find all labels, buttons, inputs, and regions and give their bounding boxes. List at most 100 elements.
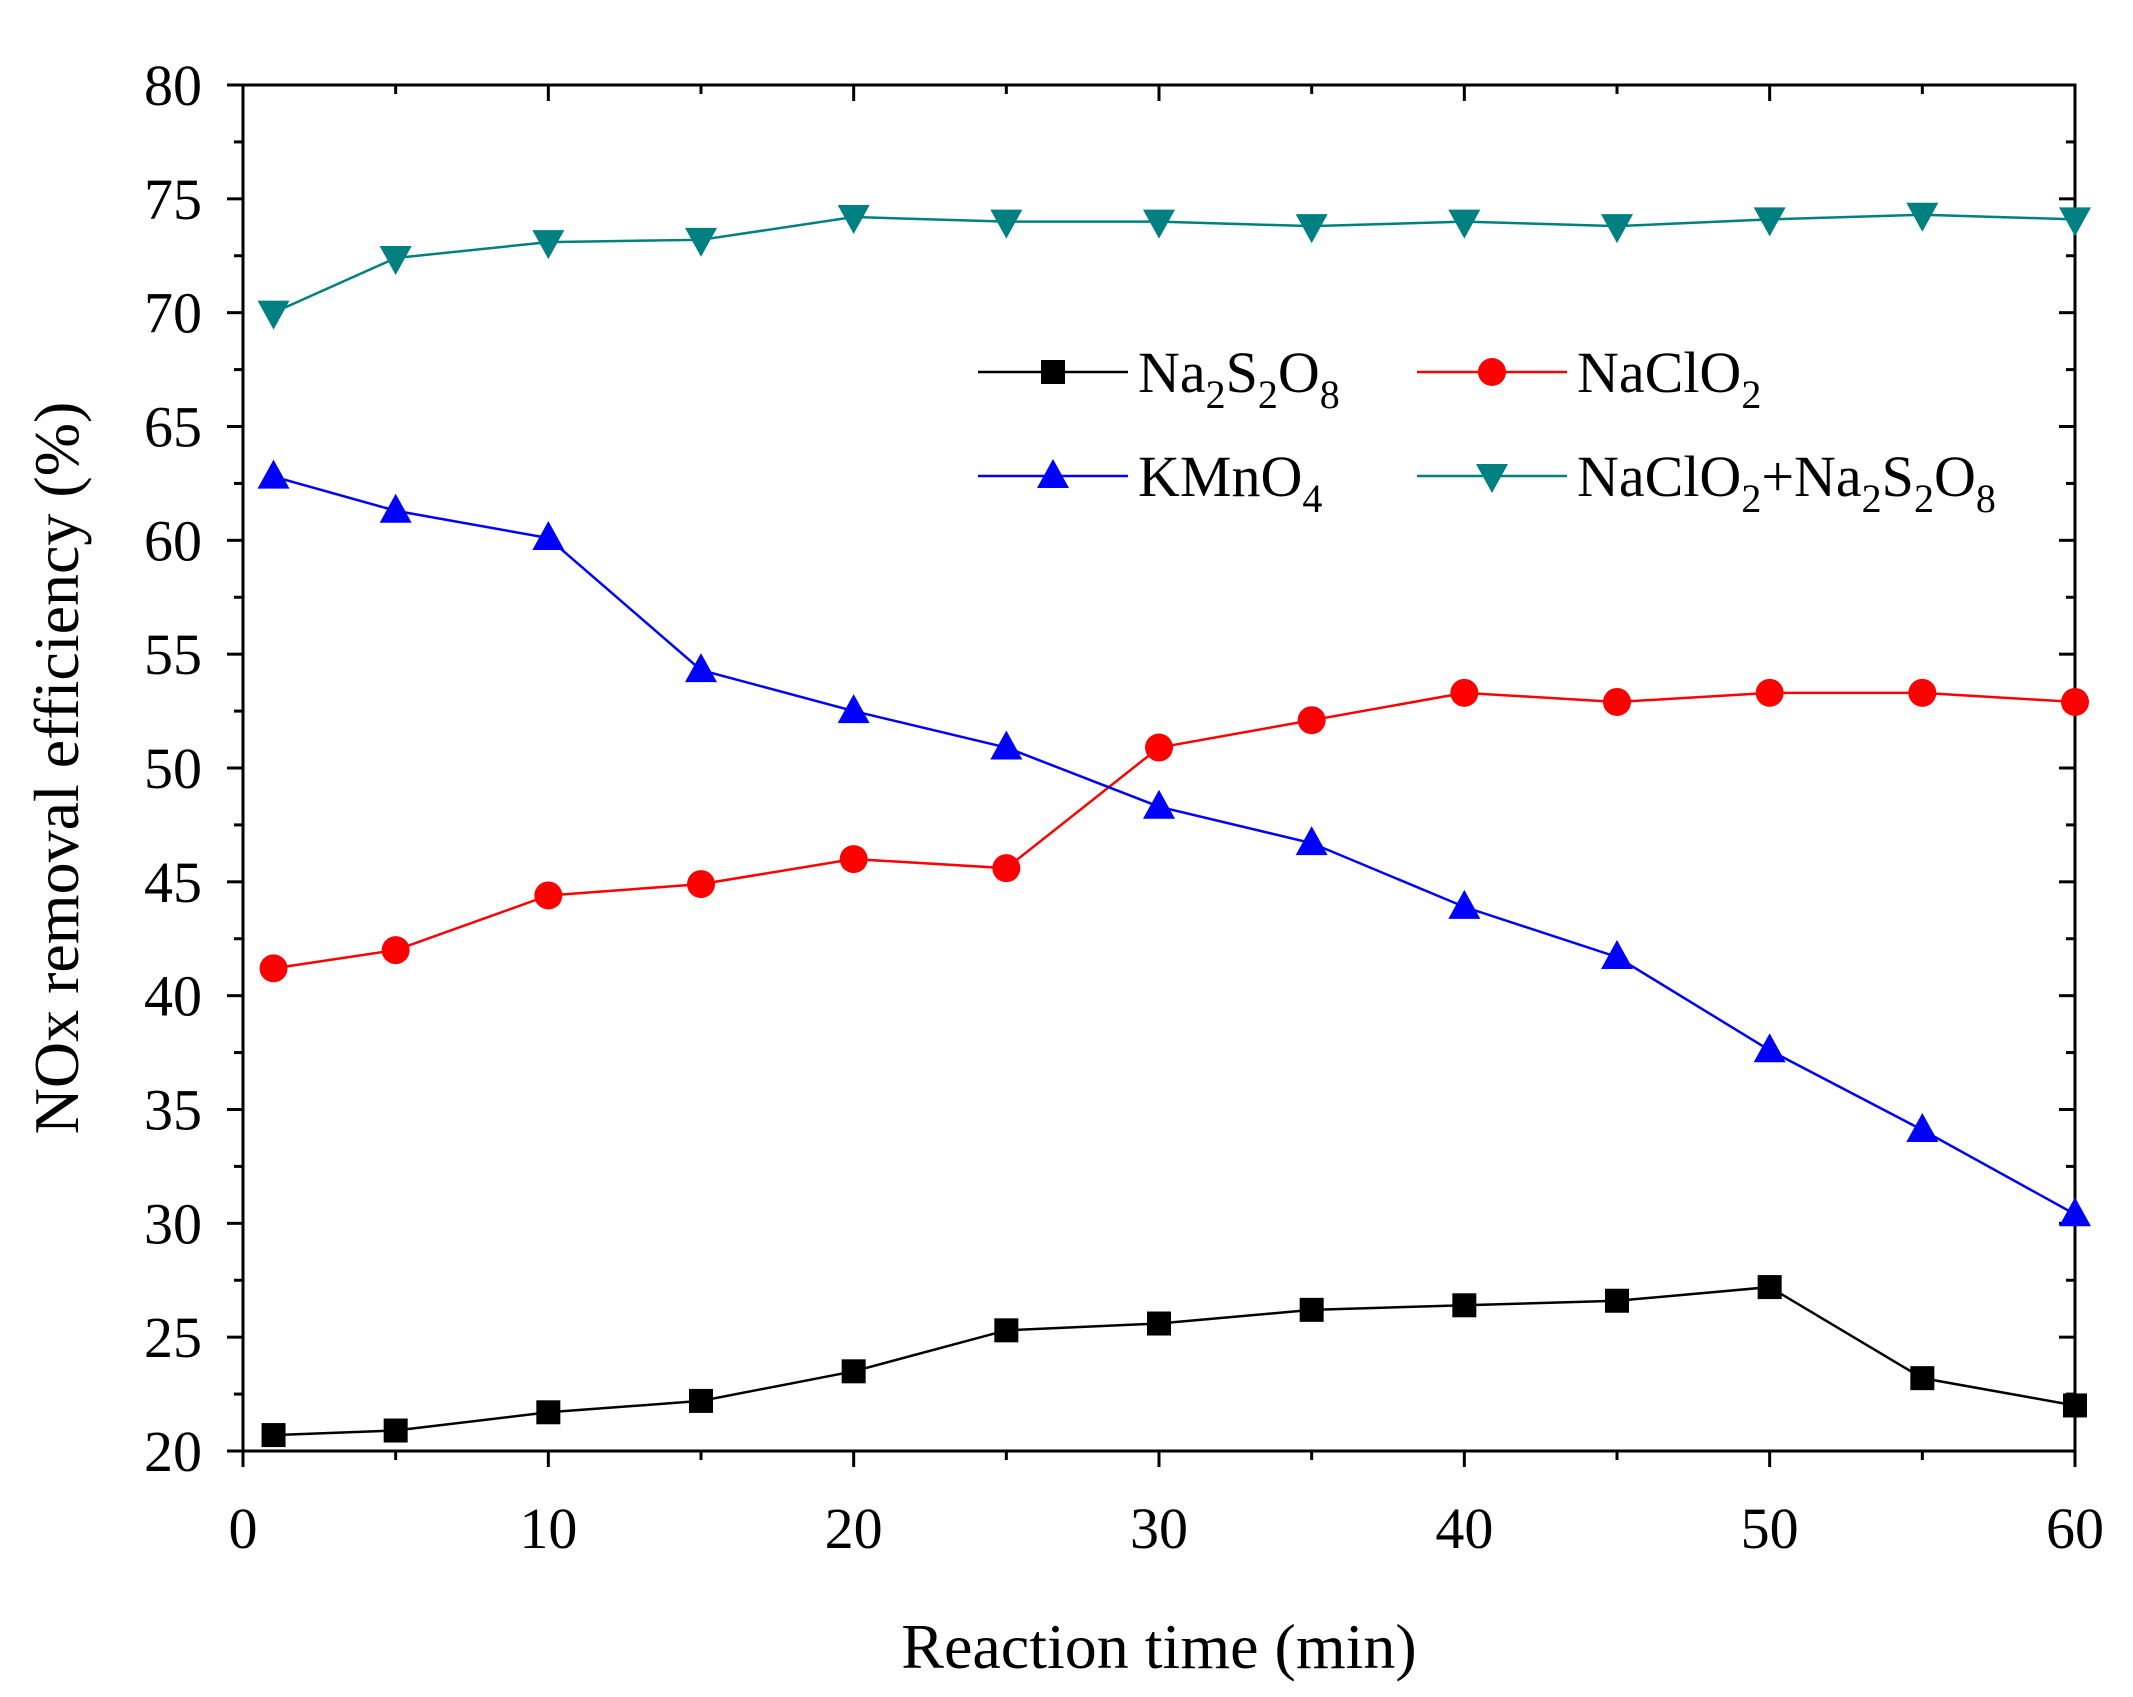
x-tick-label: 30: [1130, 1496, 1188, 1561]
y-tick-label: 30: [144, 1191, 202, 1256]
data-point: [1603, 687, 1631, 716]
data-point: [1906, 1112, 1939, 1142]
data-point: [1753, 207, 1786, 237]
x-axis-label: Reaction time (min): [901, 1611, 1416, 1682]
y-tick-label: 80: [144, 53, 202, 118]
legend-label-part: 2: [1862, 476, 1882, 521]
data-point: [257, 300, 290, 330]
data-point: [1297, 706, 1326, 735]
legend-label-part: +Na: [1761, 444, 1861, 509]
data-point: [685, 227, 717, 257]
data-point: [1757, 1275, 1782, 1300]
data-point: [1299, 1297, 1324, 1322]
series-line: [273, 691, 2076, 970]
series-2: [257, 459, 2091, 1227]
legend-label-part: NaClO: [1577, 340, 1741, 405]
y-axis-ticks: 20 25 30 35 40 45 50 55 60 65 70 75 80: [144, 53, 2075, 1484]
data-point: [839, 845, 868, 874]
data-point: [990, 730, 1023, 760]
data-point: [2059, 207, 2091, 237]
data-point: [1295, 214, 1328, 244]
legend-marker: [1476, 464, 1508, 493]
data-point: [1143, 209, 1175, 239]
legend-label-part: 2: [1206, 372, 1226, 417]
legend-entry: Na2S2O8: [978, 340, 1340, 417]
data-point: [841, 1359, 866, 1384]
legend-marker: [1478, 358, 1506, 386]
data-point: [1147, 1311, 1171, 1336]
legend-label-part: O: [1934, 444, 1976, 509]
legend-marker: [1041, 360, 1065, 384]
data-point: [1908, 678, 1937, 707]
data-point: [990, 209, 1023, 239]
legend-label: NaClO2: [1577, 340, 1761, 417]
data-point: [1295, 826, 1328, 856]
legend-label-part: 8: [1976, 476, 1996, 521]
data-point: [383, 1418, 408, 1443]
legend-label-part: Na: [1138, 340, 1206, 405]
data-point: [1605, 1288, 1629, 1313]
data-point: [1755, 678, 1784, 707]
series-0: [261, 1275, 2087, 1448]
y-tick-label: 60: [144, 508, 202, 573]
legend-label-part: KMnO: [1138, 444, 1302, 509]
legend-label-part: 4: [1302, 476, 1322, 521]
data-point: [837, 205, 870, 235]
y-tick-label: 35: [144, 1078, 202, 1143]
legend-label-part: 8: [1320, 372, 1340, 417]
data-point: [1448, 209, 1481, 239]
data-point: [379, 493, 412, 523]
series-line: [273, 213, 2076, 314]
data-point: [2059, 1197, 2091, 1227]
y-tick-label: 75: [144, 167, 202, 232]
data-point: [1452, 1293, 1477, 1318]
y-tick-label: 45: [144, 850, 202, 915]
data-point: [259, 954, 288, 983]
data-point: [532, 230, 565, 260]
series-layer: [257, 202, 2091, 1448]
legend-label: Na2S2O8: [1138, 340, 1340, 417]
legend-label-part: 2: [1914, 476, 1934, 521]
legend-label-part: O: [1278, 340, 1320, 405]
legend-label-part: 2: [1741, 372, 1761, 417]
data-point: [685, 653, 717, 683]
data-point: [2061, 687, 2089, 716]
legend-entry: NaClO2: [1417, 340, 1761, 417]
data-point: [379, 246, 412, 276]
y-tick-label: 55: [144, 622, 202, 687]
y-tick-label: 20: [144, 1419, 202, 1484]
series-line: [273, 475, 2076, 1216]
legend-label-part: NaClO: [1577, 444, 1741, 509]
data-point: [837, 694, 870, 724]
data-point: [536, 1400, 561, 1425]
x-tick-label: 20: [825, 1496, 883, 1561]
y-axis-label: NOx removal efficiency (%): [21, 402, 92, 1135]
legend-label-part: 2: [1741, 476, 1761, 521]
legend-entry: KMnO4: [978, 444, 1322, 521]
x-tick-label: 60: [2046, 1496, 2104, 1561]
data-point: [994, 1318, 1019, 1343]
x-tick-label: 40: [1435, 1496, 1493, 1561]
y-tick-label: 65: [144, 395, 202, 460]
data-point: [1448, 889, 1481, 919]
data-point: [1450, 678, 1479, 707]
legend-entry: NaClO2+Na2S2O8: [1417, 444, 1996, 521]
plot-frame: [241, 83, 2077, 1453]
data-point: [1143, 789, 1175, 819]
series-3: [257, 202, 2091, 330]
data-point: [532, 521, 565, 551]
x-axis-ticks: 0 10 20 30 40 50 60: [229, 85, 2104, 1561]
y-tick-label: 70: [144, 281, 202, 346]
data-point: [1906, 202, 1939, 232]
x-tick-label: 50: [1741, 1496, 1799, 1561]
y-tick-label: 40: [144, 964, 202, 1029]
data-point: [2063, 1393, 2087, 1418]
data-point: [1145, 733, 1173, 762]
data-point: [381, 936, 410, 965]
y-tick-label: 50: [144, 736, 202, 801]
data-point: [1910, 1366, 1935, 1391]
data-point: [687, 870, 715, 899]
data-point: [1601, 939, 1633, 969]
